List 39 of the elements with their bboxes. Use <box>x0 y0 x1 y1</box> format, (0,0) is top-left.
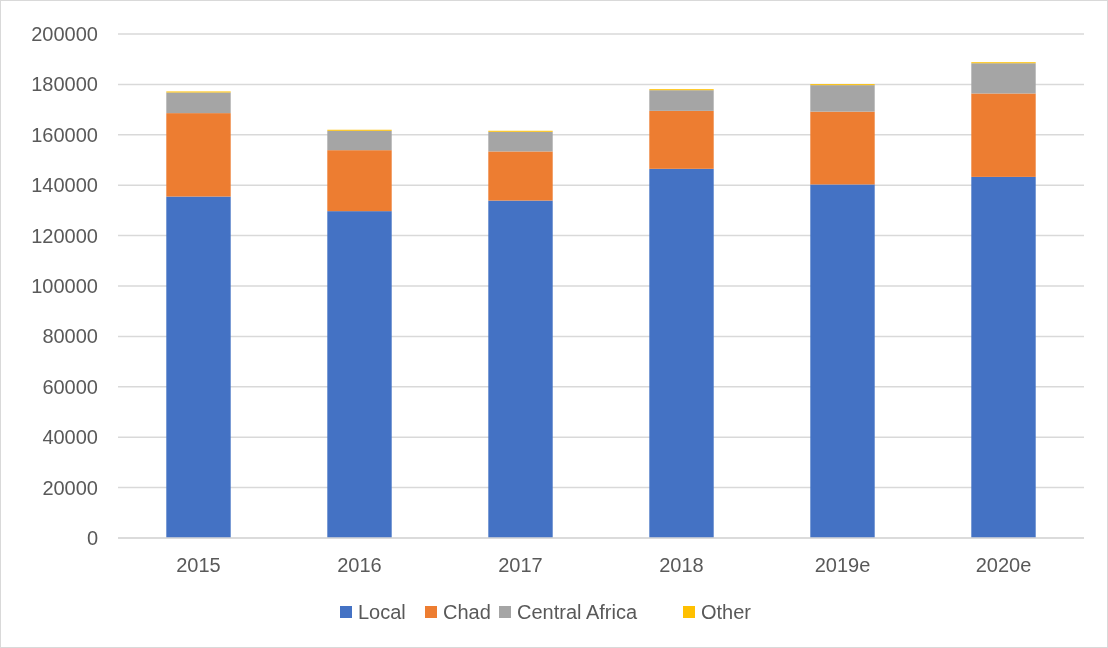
bar <box>971 93 1036 177</box>
bar <box>488 200 553 538</box>
bar <box>327 130 392 151</box>
x-tick-label: 2020e <box>975 554 1032 576</box>
bar <box>649 110 714 169</box>
x-tick-label: 2019e <box>814 554 871 576</box>
bar <box>971 63 1036 94</box>
legend-label: Chad <box>443 601 491 623</box>
bar <box>327 211 392 538</box>
y-tick-label: 40000 <box>42 426 98 449</box>
y-tick-label: 180000 <box>31 73 98 96</box>
bar <box>810 111 875 185</box>
bar <box>488 131 553 152</box>
bar <box>810 184 875 538</box>
y-tick-label: 20000 <box>42 476 98 499</box>
legend-label: Other <box>701 601 752 623</box>
x-tick-label: 2017 <box>498 554 543 576</box>
y-tick-label: 0 <box>86 527 98 549</box>
bar <box>649 168 714 538</box>
bar <box>810 85 875 112</box>
y-tick-label: 200000 <box>31 23 98 45</box>
y-tick-label: 60000 <box>42 375 98 398</box>
bar <box>327 150 392 212</box>
y-tick-label: 160000 <box>31 123 98 146</box>
bar <box>971 176 1036 538</box>
x-tick-label: 2018 <box>659 554 704 576</box>
bar <box>488 151 553 201</box>
y-tick-label: 100000 <box>31 275 98 297</box>
y-tick-label: 120000 <box>31 224 98 247</box>
bar <box>166 113 231 197</box>
x-tick-label: 2016 <box>337 554 382 576</box>
legend-label: Local <box>358 601 406 623</box>
x-tick-label: 2015 <box>176 554 221 576</box>
legend-label: Central Africa <box>517 601 638 623</box>
y-tick-label: 80000 <box>42 325 98 348</box>
bar <box>166 92 231 114</box>
y-tick-label: 140000 <box>31 174 98 197</box>
bar <box>166 196 231 538</box>
bar <box>649 90 714 111</box>
